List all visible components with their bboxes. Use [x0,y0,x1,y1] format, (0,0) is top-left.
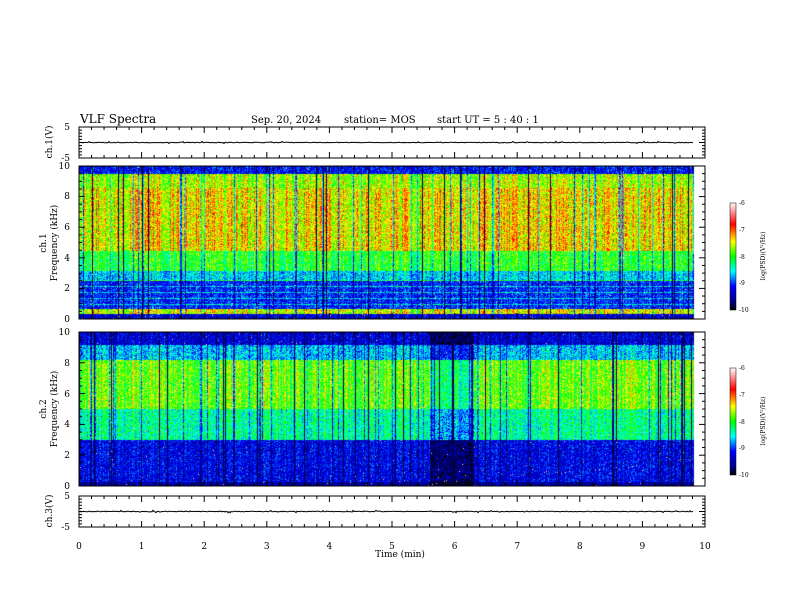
ch1-spectrogram-panel: 0 2 4 6 8 10 ch.1 Frequency (kHz) [39,162,706,325]
ch1-spectrogram-ticks [78,165,706,320]
ch2-spectrogram-image [79,332,705,486]
date-label: Sep. 20, 2024 [251,115,321,126]
ch1-frequency-ylabel: Frequency (kHz) [49,205,60,282]
ch1-cb-tick-n8: -8 [739,254,745,261]
ch2-spectrogram-panel: 0 2 4 6 8 10 ch.2 Frequency (kHz) [39,328,706,492]
ch2-cb-tick-n8: -8 [739,419,745,426]
ch3-ytick-min: -5 [61,523,70,533]
ch2-freq-tick-2: 2 [64,451,70,461]
time-tick-label-9: 9 [640,542,646,552]
ch2-colorbar: -6 -7 -8 -9 -10 log(PSD)(V²/Hz) [729,365,767,479]
figure-title: VLF Spectra [79,112,156,126]
time-tick-label-1: 1 [139,542,145,552]
start-time-label: start UT = 5 : 40 : 1 [437,115,539,126]
ch1-spectrogram-image [79,166,705,319]
ch1-waveform-trace [79,140,693,145]
ch1-freq-tick-2: 2 [64,284,70,294]
ch3-waveform-ticks [78,495,706,528]
ch1-ytick-min: -5 [61,154,70,164]
time-tick-label-3: 3 [264,542,270,552]
ch1-cb-tick-n9: -9 [739,280,745,287]
time-axis-label: Time (min) [375,549,425,560]
time-tick-label-4: 4 [327,542,333,552]
ch2-cb-tick-n9: -9 [739,445,745,452]
ch1-freq-tick-8: 8 [64,192,70,202]
ch3-waveform-ylabel: ch.3(V) [44,495,55,528]
ch1-cb-tick-n6: -6 [739,200,745,207]
ch2-spectrogram-ticks [78,331,706,487]
station-label: station= MOS [344,115,416,126]
ch2-freq-tick-4: 4 [64,420,70,430]
ch1-cb-tick-n10: -10 [739,307,749,314]
ch3-waveform-trace [79,509,694,514]
ch1-freq-tick-0: 0 [64,315,70,325]
ch2-channel-label: ch.2 [39,399,49,418]
ch2-cb-tick-n6: -6 [739,365,745,372]
ch1-freq-tick-6: 6 [64,223,70,233]
ch1-waveform-ticks [78,126,706,159]
ch1-colorbar-label: log(PSD)(V²/Hz) [760,232,767,281]
ch2-freq-tick-8: 8 [64,359,70,369]
ch1-cb-tick-n7: -7 [739,227,745,234]
ch2-freq-tick-0: 0 [64,482,70,492]
ch2-frequency-ylabel: Frequency (kHz) [49,371,60,448]
ch2-colorbar-label: log(PSD)(V²/Hz) [760,397,767,446]
ch1-freq-tick-10: 10 [59,162,71,172]
time-tick-label-2: 2 [201,542,207,552]
time-tick-label-7: 7 [514,542,520,552]
ch2-cb-tick-n7: -7 [739,392,745,399]
ch2-freq-tick-6: 6 [64,390,70,400]
time-tick-label-8: 8 [577,542,583,552]
ch2-freq-tick-10: 10 [59,328,71,338]
time-tick-label-10: 10 [699,542,711,552]
ch1-waveform-ylabel: ch.1(V) [44,126,55,159]
ch2-cb-tick-n10: -10 [739,472,749,479]
ch1-channel-label: ch.1 [39,233,49,252]
ch1-colorbar-scale [729,202,737,311]
ch3-waveform-panel: 5 -5 ch.3(V) [44,492,706,533]
time-axis-tick-labels: 0 1 2 3 4 5 6 7 8 9 10 [76,542,711,552]
ch2-colorbar-scale [729,367,737,476]
time-tick-label-6: 6 [452,542,458,552]
ch1-freq-tick-4: 4 [64,254,70,264]
ch1-colorbar: -6 -7 -8 -9 -10 log(PSD)(V²/Hz) [729,200,767,314]
time-tick-label-5: 5 [389,542,395,552]
ch3-ytick-max: 5 [64,492,70,502]
ch1-ytick-max: 5 [64,123,70,133]
ch1-waveform-panel: 5 -5 ch.1(V) [44,123,706,164]
time-tick-label-0: 0 [76,542,82,552]
